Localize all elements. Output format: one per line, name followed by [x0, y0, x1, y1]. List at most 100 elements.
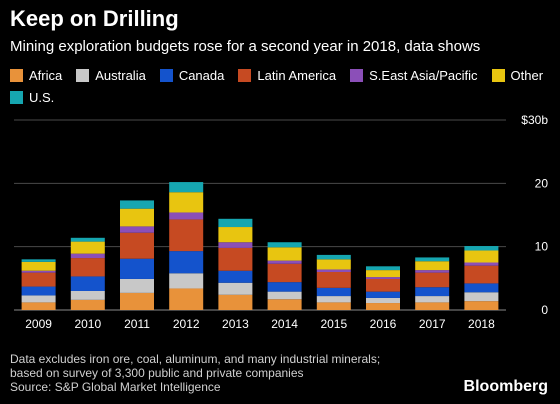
x-tick-label: 2017: [419, 317, 446, 331]
bar-segment: [316, 269, 351, 272]
legend-item: Australia: [76, 66, 146, 84]
bar-segment: [21, 259, 56, 262]
bar-segment: [464, 262, 499, 266]
legend-item: Canada: [159, 66, 225, 84]
bar-segment: [415, 302, 450, 310]
legend-swatch: [491, 68, 505, 82]
bar-segment: [120, 278, 154, 293]
legend-label: Canada: [178, 67, 225, 83]
legend-label: Latin America: [257, 67, 337, 83]
x-tick-label: 2014: [271, 317, 298, 331]
bar-segment: [415, 296, 450, 303]
bar-segment: [415, 257, 450, 262]
bar-segment: [120, 292, 154, 310]
bar-segment: [169, 192, 204, 213]
footnote-line-2: based on survey of 3,300 public and priv…: [10, 366, 304, 380]
legend-label: U.S.: [29, 89, 55, 105]
legend-label: Africa: [29, 67, 63, 83]
bar-segment: [120, 258, 154, 279]
bar-segment: [366, 270, 400, 278]
bar-segment: [464, 265, 499, 284]
bar-segment: [464, 283, 499, 293]
bar-segment: [120, 208, 154, 227]
legend: Africa Australia Canada Latin America S.East…: [10, 66, 550, 106]
legend-item: Africa: [10, 66, 62, 84]
bar-segment: [267, 299, 302, 310]
y-tick-label: 10: [535, 240, 549, 254]
bar-segment: [70, 299, 105, 310]
x-tick-label: 2010: [74, 317, 101, 331]
y-tick-label: 20: [535, 176, 549, 190]
bar-segment: [415, 261, 450, 271]
bar-segment: [21, 270, 56, 273]
legend-swatch: [10, 68, 23, 82]
bar-segment: [267, 242, 302, 248]
legend-swatch: [159, 68, 173, 82]
bar-segment: [316, 259, 351, 270]
bar-segment: [70, 276, 105, 291]
bar-segment: [267, 260, 302, 264]
legend-swatch: [350, 68, 364, 82]
bar-segment: [464, 250, 499, 263]
bar-segment: [70, 237, 105, 242]
bar-segment: [218, 218, 253, 228]
bar-segment: [169, 212, 204, 220]
x-tick-label: 2009: [25, 317, 52, 331]
bar-segment: [267, 263, 302, 283]
bar-segment: [120, 200, 154, 209]
x-tick-label: 2015: [320, 317, 347, 331]
bar-segment: [218, 242, 253, 248]
bar-segment: [70, 258, 105, 277]
bar-segment: [267, 247, 302, 261]
y-tick-label: $30b: [521, 113, 548, 127]
bar-segment: [21, 295, 56, 303]
bar-segment: [316, 296, 351, 303]
chart-title: Keep on Drilling: [10, 6, 179, 31]
bar-segment: [21, 261, 56, 271]
bar-segment: [464, 246, 499, 251]
chart-subtitle: Mining exploration budgets rose for a se…: [10, 38, 481, 55]
bar-segment: [120, 232, 154, 259]
legend-swatch: [238, 68, 252, 82]
bar-segment: [316, 287, 351, 297]
bar-segment: [316, 272, 351, 288]
bar-segment: [21, 272, 56, 287]
bar-segment: [70, 241, 105, 254]
bar-segment: [464, 301, 499, 310]
x-tick-label: 2013: [222, 317, 249, 331]
legend-swatch: [10, 90, 23, 104]
bar-segment: [366, 297, 400, 304]
footnotes: Data excludes iron ore, coal, aluminum, …: [10, 352, 430, 394]
x-tick-label: 2018: [468, 317, 495, 331]
legend-label: Other: [510, 67, 544, 83]
bar-segment: [21, 286, 56, 296]
bloomberg-logo: Bloomberg: [463, 378, 548, 395]
bar-segment: [70, 253, 105, 259]
bar-segment: [169, 251, 204, 274]
bar-segment: [169, 288, 204, 310]
x-tick-label: 2016: [370, 317, 397, 331]
bar-segment: [267, 291, 302, 300]
bar-segment: [366, 278, 400, 292]
legend-item: Latin America: [238, 66, 336, 84]
bar-segment: [21, 302, 56, 310]
bar-segment: [218, 227, 253, 243]
bar-segment: [218, 270, 253, 283]
bar-segment: [415, 272, 450, 288]
bar-segment: [366, 277, 400, 279]
legend-item: U.S.: [10, 88, 54, 106]
bar-segment: [169, 182, 204, 193]
bar-segment: [218, 282, 253, 295]
bar-segment: [415, 287, 450, 297]
bar-segment: [169, 219, 204, 252]
bar-chart: 0 10 20 $30b 2009 2010 2011 2012 2013 2014 2015 201…: [14, 113, 549, 331]
footnote-line-1: Data excludes iron ore, coal, aluminum, …: [10, 352, 381, 366]
bar-segment: [415, 270, 450, 273]
bar-segment: [267, 282, 302, 292]
bar-segment: [218, 294, 253, 310]
bar-segment: [70, 291, 105, 300]
legend-item: Other: [491, 66, 544, 84]
legend-label: Australia: [95, 67, 146, 83]
bar-segment: [464, 292, 499, 302]
bar-segment: [366, 266, 400, 271]
